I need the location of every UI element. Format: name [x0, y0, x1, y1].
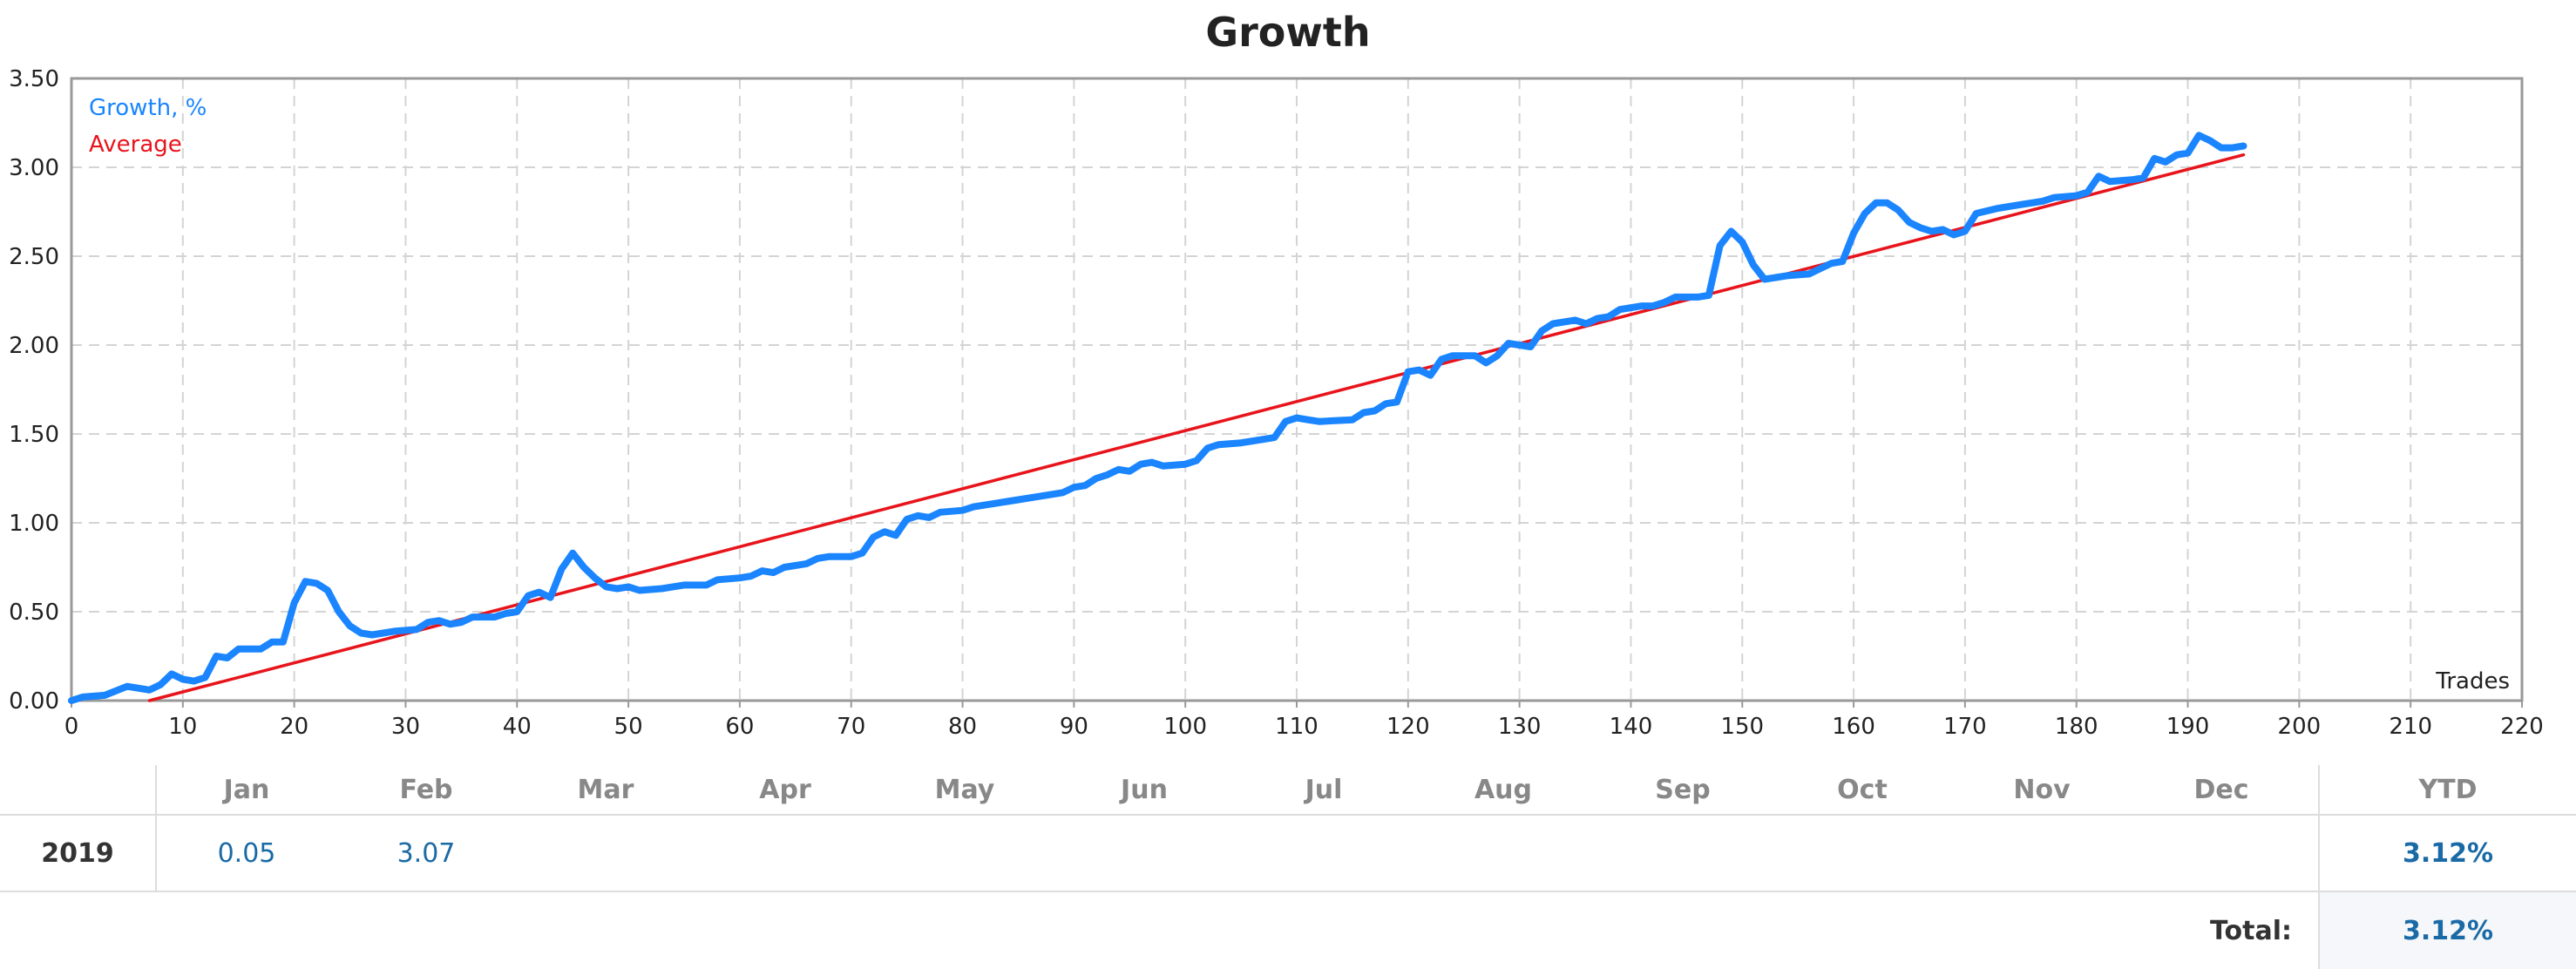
- x-tick-label: 20: [280, 714, 308, 740]
- month-value-nov: [1952, 816, 2132, 891]
- month-header-dec: Dec: [2193, 774, 2249, 805]
- x-tick-label: 180: [2055, 714, 2098, 740]
- month-header-oct: Oct: [1837, 774, 1888, 805]
- total-label: Total:: [2210, 915, 2292, 946]
- y-tick-label: 3.00: [9, 155, 59, 181]
- y-tick-label: 3.50: [9, 66, 59, 92]
- x-tick-label: 200: [2278, 714, 2322, 740]
- x-tick-label: 50: [614, 714, 643, 740]
- x-axis-label: Trades: [2435, 668, 2510, 695]
- y-tick-label: 2.50: [9, 244, 59, 270]
- month-header-nov: Nov: [2013, 774, 2071, 805]
- y-tick-label: 0.50: [9, 600, 59, 626]
- series-line-growth: [68, 132, 2247, 704]
- month-value-jun: [1054, 816, 1234, 891]
- year-label: 2019: [41, 837, 114, 869]
- x-tick-label: 90: [1060, 714, 1088, 740]
- month-value-aug: [1413, 816, 1593, 891]
- legend-entry: Growth, %: [89, 95, 207, 121]
- y-tick-label: 1.50: [9, 422, 59, 448]
- x-tick-label: 190: [2166, 714, 2210, 740]
- x-tick-label: 70: [837, 714, 865, 740]
- month-header-sep: Sep: [1655, 774, 1711, 805]
- x-tick-label: 110: [1275, 714, 1319, 740]
- summary-table: Jan Feb Mar Apr May Jun Jul Aug Sep Oct Nov Dec YTD …: [0, 765, 2576, 969]
- ytd-value: 3.12%: [2402, 837, 2494, 869]
- month-value-feb: 3.07: [397, 837, 456, 869]
- y-tick-label: 0.00: [9, 688, 59, 715]
- y-axis-labels: 0.00 0.50 1.00 1.50 2.00 2.50 3.00 3.50: [9, 66, 59, 715]
- grid-lines: [71, 78, 2523, 708]
- x-tick-label: 140: [1610, 714, 1653, 740]
- x-tick-label: 220: [2500, 714, 2544, 740]
- month-value-dec: [2132, 816, 2311, 891]
- growth-chart: 0.00 0.50 1.00 1.50 2.00 2.50 3.00 3.50 0 10 20 30…: [9, 66, 2544, 740]
- series-line-average: [147, 152, 2246, 702]
- plot-frame: [70, 77, 2524, 702]
- x-tick-label: 160: [1832, 714, 1875, 740]
- summary-divider-vertical-right: [2318, 765, 2320, 969]
- month-value-mar: [516, 816, 695, 891]
- summary-divider-vertical-left: [155, 765, 157, 891]
- y-tick-label: 2.00: [9, 333, 59, 359]
- series-layer: [68, 132, 2247, 704]
- month-header-jun: Jun: [1121, 774, 1168, 805]
- x-tick-label: 130: [1498, 714, 1542, 740]
- month-value-jan: 0.05: [217, 837, 276, 869]
- summary-divider-h2: [0, 891, 2576, 892]
- ytd-header: YTD: [2418, 774, 2478, 805]
- summary-divider-h1: [0, 814, 2576, 816]
- x-tick-label: 100: [1163, 714, 1207, 740]
- month-value-may: [875, 816, 1054, 891]
- month-header-feb: Feb: [399, 774, 453, 805]
- chart-title: Growth: [1205, 9, 1371, 56]
- month-value-oct: [1773, 816, 1952, 891]
- total-value: 3.12%: [2402, 915, 2494, 946]
- month-value-sep: [1593, 816, 1773, 891]
- month-value-jul: [1234, 816, 1413, 891]
- x-tick-label: 120: [1386, 714, 1430, 740]
- x-tick-label: 170: [1943, 714, 1987, 740]
- x-tick-label: 60: [725, 714, 754, 740]
- x-tick-label: 30: [391, 714, 420, 740]
- x-tick-label: 150: [1720, 714, 1764, 740]
- x-tick-label: 10: [168, 714, 197, 740]
- month-value-apr: [695, 816, 875, 891]
- x-axis-labels: 0 10 20 30 40 50 60 70 80 90 100 110 120 130 140 150 160…: [64, 714, 2544, 740]
- y-tick-label: 1.00: [9, 511, 59, 537]
- month-header-apr: Apr: [759, 774, 811, 805]
- x-tick-label: 210: [2389, 714, 2432, 740]
- legend: Growth, % Average: [89, 95, 207, 158]
- x-tick-label: 80: [948, 714, 977, 740]
- x-tick-label: 0: [64, 714, 79, 740]
- month-header-mar: Mar: [577, 774, 634, 805]
- legend-entry: Average: [89, 132, 182, 158]
- month-header-may: May: [934, 774, 995, 805]
- month-header-aug: Aug: [1474, 774, 1533, 805]
- header-year-spacer: [0, 765, 155, 814]
- total-value-bg: [2320, 892, 2576, 969]
- month-header-jan: Jan: [223, 774, 270, 805]
- x-tick-label: 40: [503, 714, 532, 740]
- month-header-jul: Jul: [1305, 774, 1343, 805]
